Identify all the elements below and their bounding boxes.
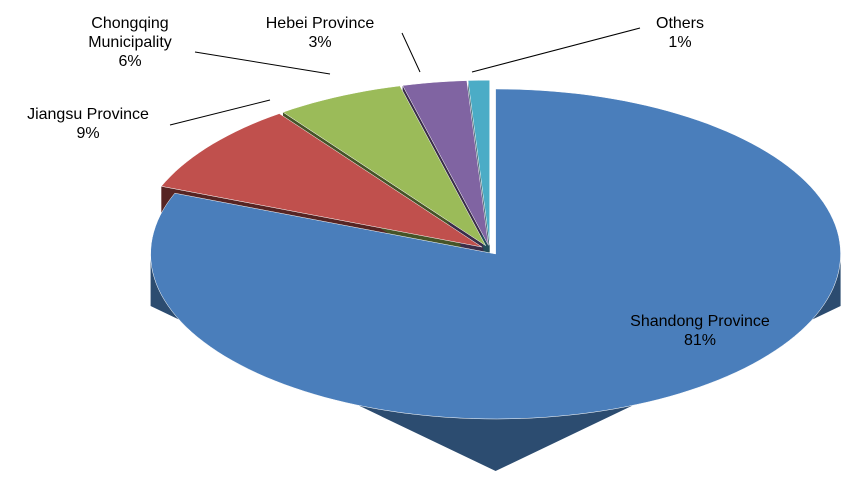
label-value: 1% (668, 34, 692, 51)
label-name: Others (655, 15, 705, 32)
label-value: 6% (118, 53, 142, 70)
data-label: Chongqing Municipality 6% (70, 14, 190, 71)
label-value: 81% (683, 332, 717, 349)
data-label: Shandong Province 81% (630, 312, 770, 350)
leader-line (169, 99, 271, 126)
label-value: 9% (76, 125, 100, 142)
label-name: Chongqing Municipality (88, 15, 172, 51)
label-name: Hebei Province (265, 15, 375, 32)
leader-line (194, 51, 331, 75)
slice (282, 85, 486, 246)
data-label: Jiangsu Province 9% (27, 105, 149, 143)
slice (160, 113, 483, 248)
data-label: Hebei Province 3% (266, 14, 375, 52)
label-value: 3% (308, 34, 332, 51)
label-name: Jiangsu Province (27, 106, 149, 123)
slice (467, 79, 490, 246)
leader-line (471, 27, 641, 73)
leader-line (401, 32, 421, 73)
label-name: Shandong Province (630, 313, 770, 330)
data-label: Others 1% (656, 14, 704, 52)
slice-side (150, 254, 841, 471)
slice (150, 88, 841, 420)
slice (402, 80, 489, 246)
